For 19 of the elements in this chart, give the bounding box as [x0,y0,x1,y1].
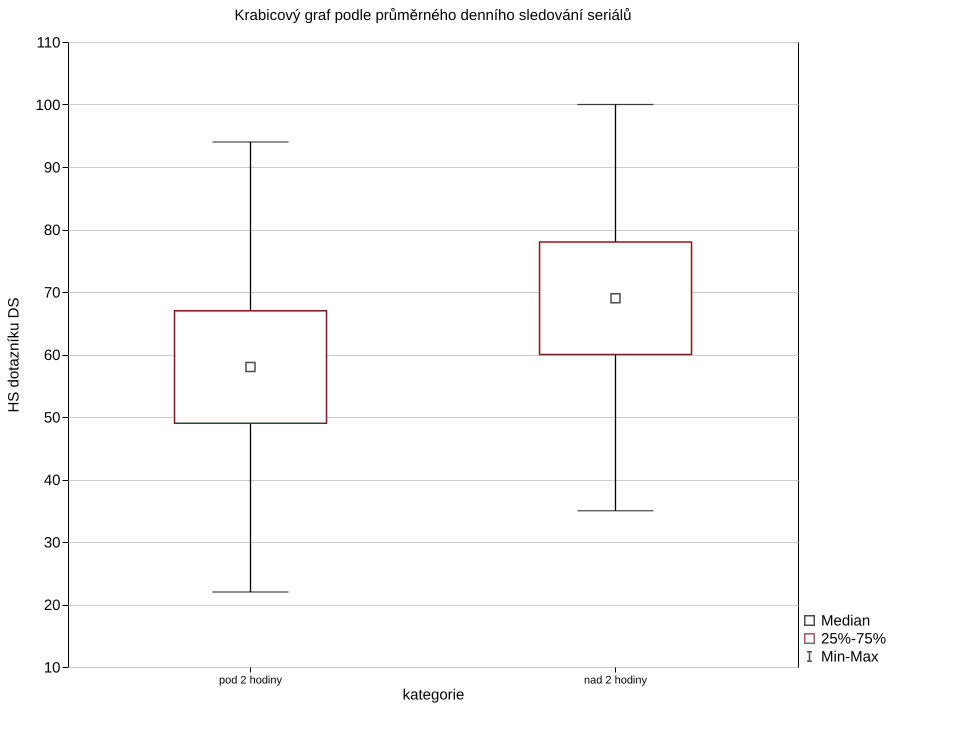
y-tick-label: 10 [44,660,60,676]
y-tick-label: 40 [44,472,60,489]
text: Min-Max [821,648,879,666]
text: Median [821,612,870,630]
chart-title: Krabicový graf podle průměrného denního sledování seriálů [234,7,632,24]
y-tick-label: 90 [44,160,60,176]
x-axis-title: kategorie [402,686,464,704]
x-tick-label: pod 2 hodiny [219,674,282,686]
y-tick-label: 30 [44,534,60,552]
y-tick-label: 50 [44,410,60,426]
y-tick-label: 80 [44,222,60,239]
text: 25%-75% [821,630,886,648]
y-tick-label: 70 [44,284,60,302]
y-tick-label: 100 [35,97,60,114]
y-tick-label: 20 [44,597,60,614]
y-axis-title: HS dotazníku DS [5,297,22,413]
y-tick-label: 110 [36,34,60,52]
y-tick-label: 60 [44,347,60,364]
x-tick-label: nad 2 hodiny [584,674,648,686]
